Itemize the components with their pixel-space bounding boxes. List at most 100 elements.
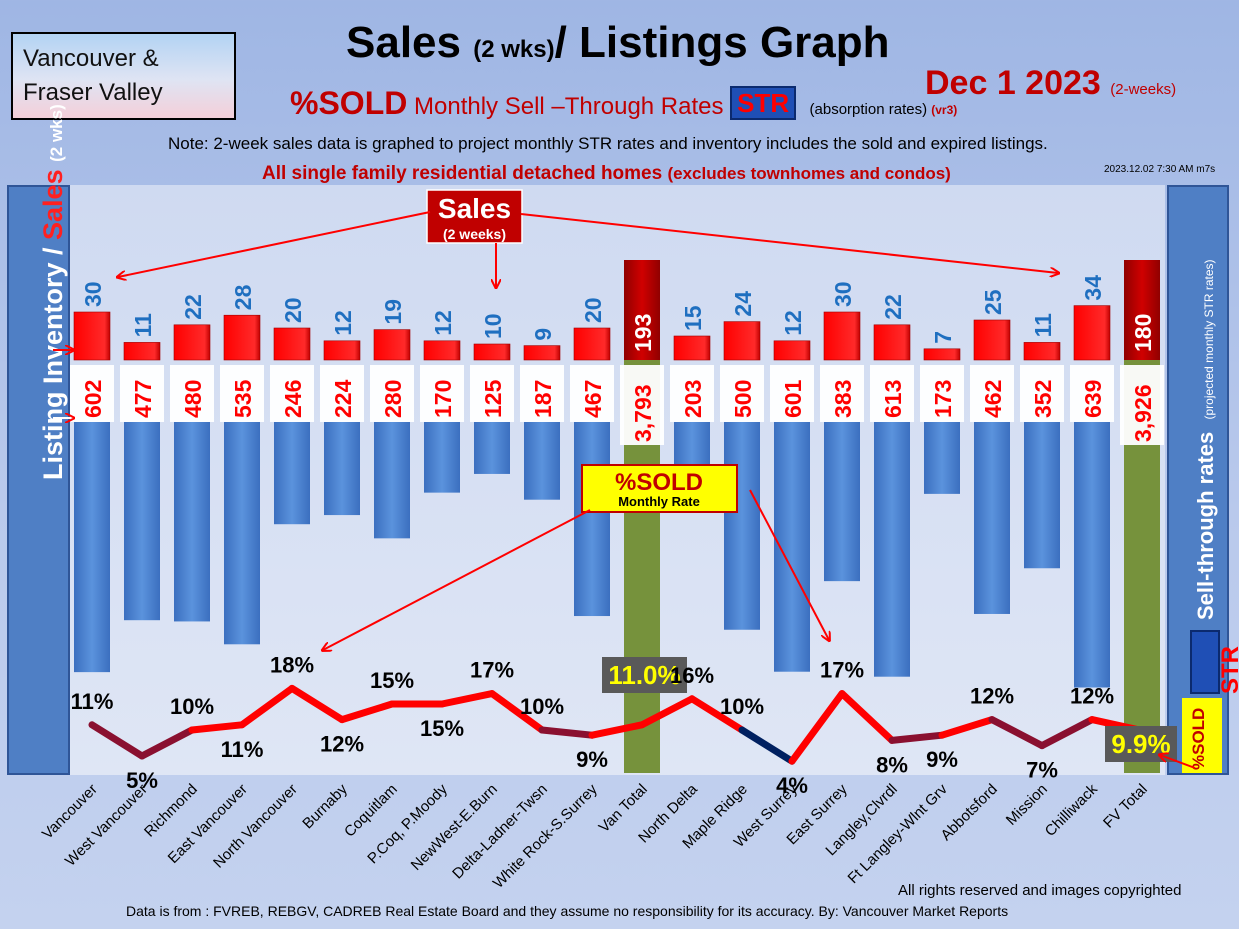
pct-label-west-vancouver: 5% — [126, 768, 158, 793]
inventory-plate-maple-ridge — [720, 365, 764, 422]
inventory-label-burnaby: 224 — [330, 379, 356, 418]
sold-line-segment-18 — [938, 716, 996, 739]
sold-line-segment-14 — [738, 726, 796, 765]
pct-label-north-delta: 16% — [670, 663, 714, 688]
inventory-bar-vancouver — [74, 422, 110, 673]
sales-bar-abbotsford — [973, 319, 1011, 361]
x-tick-label-chilliwack: Chilliwack — [1042, 780, 1102, 840]
left-axis-panel — [7, 185, 70, 775]
fv-total-arrow — [1160, 755, 1196, 769]
sales-label-west-vancouver: 11 — [130, 313, 156, 338]
pct-label-van-total: 11.0% — [608, 660, 680, 690]
sold-line-segment-4 — [238, 684, 296, 729]
inventory-bar-mission — [1024, 422, 1060, 569]
sales-bar-white-rock-s-surrey — [573, 327, 611, 361]
title-paren: (2 wks) — [473, 36, 555, 63]
sold-line-segment-1 — [88, 721, 146, 760]
inventory-label-west-surrey: 601 — [780, 379, 806, 418]
inventory-plate-north-vancouver — [270, 365, 314, 422]
sales-label-east-surrey: 30 — [830, 281, 856, 307]
sales-label-mission: 11 — [1030, 313, 1056, 338]
region-line-2: Fraser Valley — [23, 79, 163, 106]
sales-label-north-vancouver: 20 — [280, 297, 306, 323]
inventory-bar-delta-ladner-twsn — [524, 422, 560, 500]
sales-label-ft-langley-wlnt-grv: 7 — [930, 331, 956, 344]
sales-bar-fv-total — [1124, 260, 1160, 360]
inventory-plate-mission — [1020, 365, 1064, 422]
sales-label-richmond: 22 — [180, 294, 206, 320]
inventory-label-langley-clvrdl: 613 — [880, 380, 906, 418]
inventory-plate-north-delta — [670, 365, 714, 422]
subtitle-rest: Monthly Sell –Through Rates — [407, 93, 731, 120]
subtitle-sold: %SOLD — [290, 85, 408, 121]
inventory-bar-chilliwack — [1074, 422, 1110, 688]
pct-label-richmond: 10% — [170, 694, 214, 719]
pct-total-box-van-total — [602, 657, 687, 693]
sales-bar-ft-langley-wlnt-grv — [923, 348, 961, 361]
inventory-label-east-vancouver: 535 — [230, 379, 256, 418]
pct-label-delta-ladner-twsn: 10% — [520, 694, 564, 719]
inventory-bar-east-surrey — [824, 422, 860, 582]
inventory-plate-chilliwack — [1070, 365, 1114, 422]
sales-bar-langley-clvrdl — [873, 324, 911, 361]
inventory-label-maple-ridge: 500 — [730, 380, 756, 418]
inventory-label-white-rock-s-surrey: 467 — [580, 380, 606, 418]
sales-label-north-delta: 15 — [680, 305, 706, 331]
sold-callout-sub: Monthly Rate — [618, 494, 700, 509]
sales-label-chilliwack: 34 — [1080, 275, 1106, 301]
x-tick-label-fv-total: FV Total — [1100, 781, 1151, 832]
x-tick-label-delta-ladner-twsn: Delta-Ladner-Twsn — [449, 781, 551, 883]
inventory-bar-coquitlam — [374, 422, 410, 539]
inventory-label-west-vancouver: 477 — [130, 380, 156, 418]
inventory-plate-langley-clvrdl — [870, 365, 914, 422]
sales-label-west-surrey: 12 — [780, 310, 806, 336]
pct-label-newwest-e-burn: 17% — [470, 658, 514, 683]
sales-arrow-left — [118, 211, 431, 277]
pct-label-maple-ridge: 10% — [720, 694, 764, 719]
str-badge: STR — [730, 86, 797, 120]
inventory-label-ft-langley-wlnt-grv: 173 — [930, 380, 956, 418]
sold-arrow-right — [749, 489, 829, 640]
inventory-bar-north-vancouver — [274, 422, 310, 525]
segment-paren: (excludes townhomes and condos) — [667, 164, 951, 183]
pct-label-west-surrey: 4% — [776, 773, 808, 798]
inventory-bar-abbotsford — [974, 422, 1010, 614]
timestamp: 2023.12.02 7:30 AM m7s — [1104, 164, 1216, 175]
inventory-bar-maple-ridge — [724, 422, 760, 630]
x-tick-label-mission: Mission — [1003, 781, 1051, 829]
inventory-label-coquitlam: 280 — [380, 380, 406, 418]
sold-line-segment-10 — [538, 726, 596, 739]
inventory-label-p-coq-p-moody: 170 — [430, 380, 456, 418]
inventory-plate-coquitlam — [370, 365, 414, 422]
date-text: Dec 1 2023 — [925, 64, 1101, 102]
region-box: Vancouver & Fraser Valley — [11, 32, 236, 120]
inventory-plate-p-coq-p-moody — [420, 365, 464, 422]
inventory-plate-white-rock-s-surrey — [570, 365, 614, 422]
sales-label-abbotsford: 25 — [980, 289, 1006, 315]
sales-callout-title: Sales — [438, 193, 511, 224]
inventory-label-delta-ladner-twsn: 187 — [530, 380, 556, 418]
sales-label-p-coq-p-moody: 12 — [430, 310, 456, 336]
sales-label-van-total: 193 — [630, 314, 656, 352]
inventory-label-north-vancouver: 246 — [280, 380, 306, 418]
sales-label-white-rock-s-surrey: 20 — [580, 297, 606, 323]
inventory-bar-white-rock-s-surrey — [574, 422, 610, 617]
inventory-plate-delta-ladner-twsn — [520, 365, 564, 422]
rights-notice: All rights reserved and images copyright… — [898, 882, 1182, 899]
sales-bar-newwest-e-burn — [473, 343, 511, 361]
sales-bar-chilliwack — [1073, 305, 1111, 361]
region-line-1: Vancouver & — [23, 45, 159, 72]
inventory-label-van-total: 3,793 — [630, 384, 656, 442]
sold-line-segment-17 — [888, 731, 946, 744]
inventory-label-east-surrey: 383 — [830, 380, 856, 418]
sales-bar-east-vancouver — [223, 314, 261, 361]
sales-bar-burnaby — [323, 340, 361, 361]
sales-label-east-vancouver: 28 — [230, 284, 256, 310]
sales-callout-sub: (2 weeks) — [443, 226, 506, 242]
inventory-plate-burnaby — [320, 365, 364, 422]
inventory-bar-burnaby — [324, 422, 360, 516]
x-tick-label-newwest-e-burn: NewWest-E.Burn — [408, 781, 501, 874]
source-note: Data is from : FVREB, REBGV, CADREB Real… — [126, 903, 1009, 919]
inventory-plate-newwest-e-burn — [470, 365, 514, 422]
